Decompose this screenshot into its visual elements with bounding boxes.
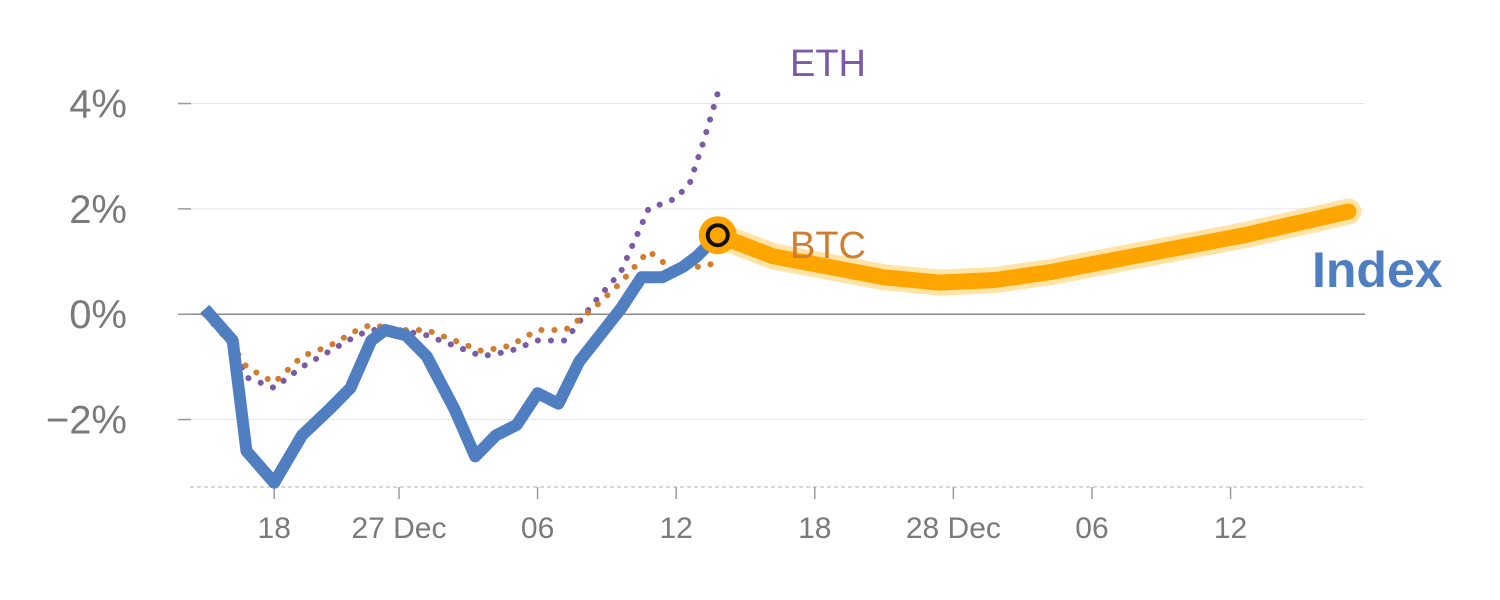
x-tick-label: 28 Dec — [906, 512, 1001, 545]
eth-line — [201, 90, 721, 391]
x-tick-label: 12 — [1214, 512, 1247, 545]
y-axis-ticks: 4% 2% 0% −2% — [46, 83, 191, 443]
index-line — [200, 230, 723, 489]
x-tick-label: 06 — [521, 512, 554, 545]
x-tick-label: 27 Dec — [351, 512, 446, 545]
x-tick-label: 06 — [1075, 512, 1108, 545]
current-marker — [698, 216, 737, 255]
series-label-index: Index — [1312, 242, 1443, 298]
current-point-marker — [705, 223, 730, 248]
y-tick-label: −2% — [46, 399, 127, 443]
grid-lines — [180, 103, 1365, 421]
x-tick-label: 12 — [659, 512, 692, 545]
index-projection-line — [709, 203, 1357, 291]
series-label-btc: BTC — [790, 225, 866, 267]
y-tick-label: 0% — [69, 293, 127, 337]
btc-line — [201, 248, 721, 386]
series-lines — [200, 90, 1362, 489]
series-label-eth: ETH — [790, 43, 866, 85]
x-tick-label: 18 — [258, 512, 291, 545]
y-tick-label: 2% — [69, 188, 127, 232]
y-tick-label: 4% — [69, 83, 127, 127]
x-tick-label: 18 — [798, 512, 831, 545]
x-axis: 18 27 Dec 06 12 18 28 Dec 06 12 — [190, 486, 1365, 545]
